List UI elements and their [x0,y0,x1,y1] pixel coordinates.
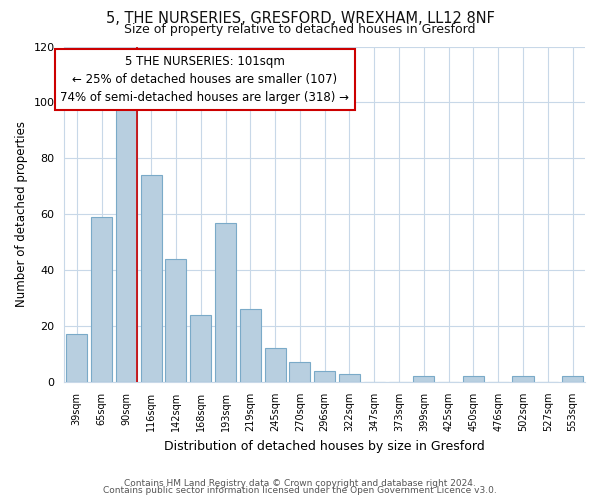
Bar [240,310,261,382]
Bar [413,376,434,382]
Bar [166,259,187,382]
Bar [215,222,236,382]
Bar [66,334,88,382]
Text: Size of property relative to detached houses in Gresford: Size of property relative to detached ho… [124,22,476,36]
Text: 5 THE NURSERIES: 101sqm
← 25% of detached houses are smaller (107)
74% of semi-d: 5 THE NURSERIES: 101sqm ← 25% of detache… [61,55,349,104]
Bar [339,374,360,382]
Bar [265,348,286,382]
Text: 5, THE NURSERIES, GRESFORD, WREXHAM, LL12 8NF: 5, THE NURSERIES, GRESFORD, WREXHAM, LL1… [106,11,494,26]
Y-axis label: Number of detached properties: Number of detached properties [15,121,28,307]
Bar [190,315,211,382]
Text: Contains public sector information licensed under the Open Government Licence v3: Contains public sector information licen… [103,486,497,495]
Bar [562,376,583,382]
Bar [463,376,484,382]
Bar [512,376,533,382]
Text: Contains HM Land Registry data © Crown copyright and database right 2024.: Contains HM Land Registry data © Crown c… [124,478,476,488]
Bar [116,108,137,382]
Bar [289,362,310,382]
Bar [91,217,112,382]
Bar [314,371,335,382]
Bar [140,175,162,382]
X-axis label: Distribution of detached houses by size in Gresford: Distribution of detached houses by size … [164,440,485,452]
